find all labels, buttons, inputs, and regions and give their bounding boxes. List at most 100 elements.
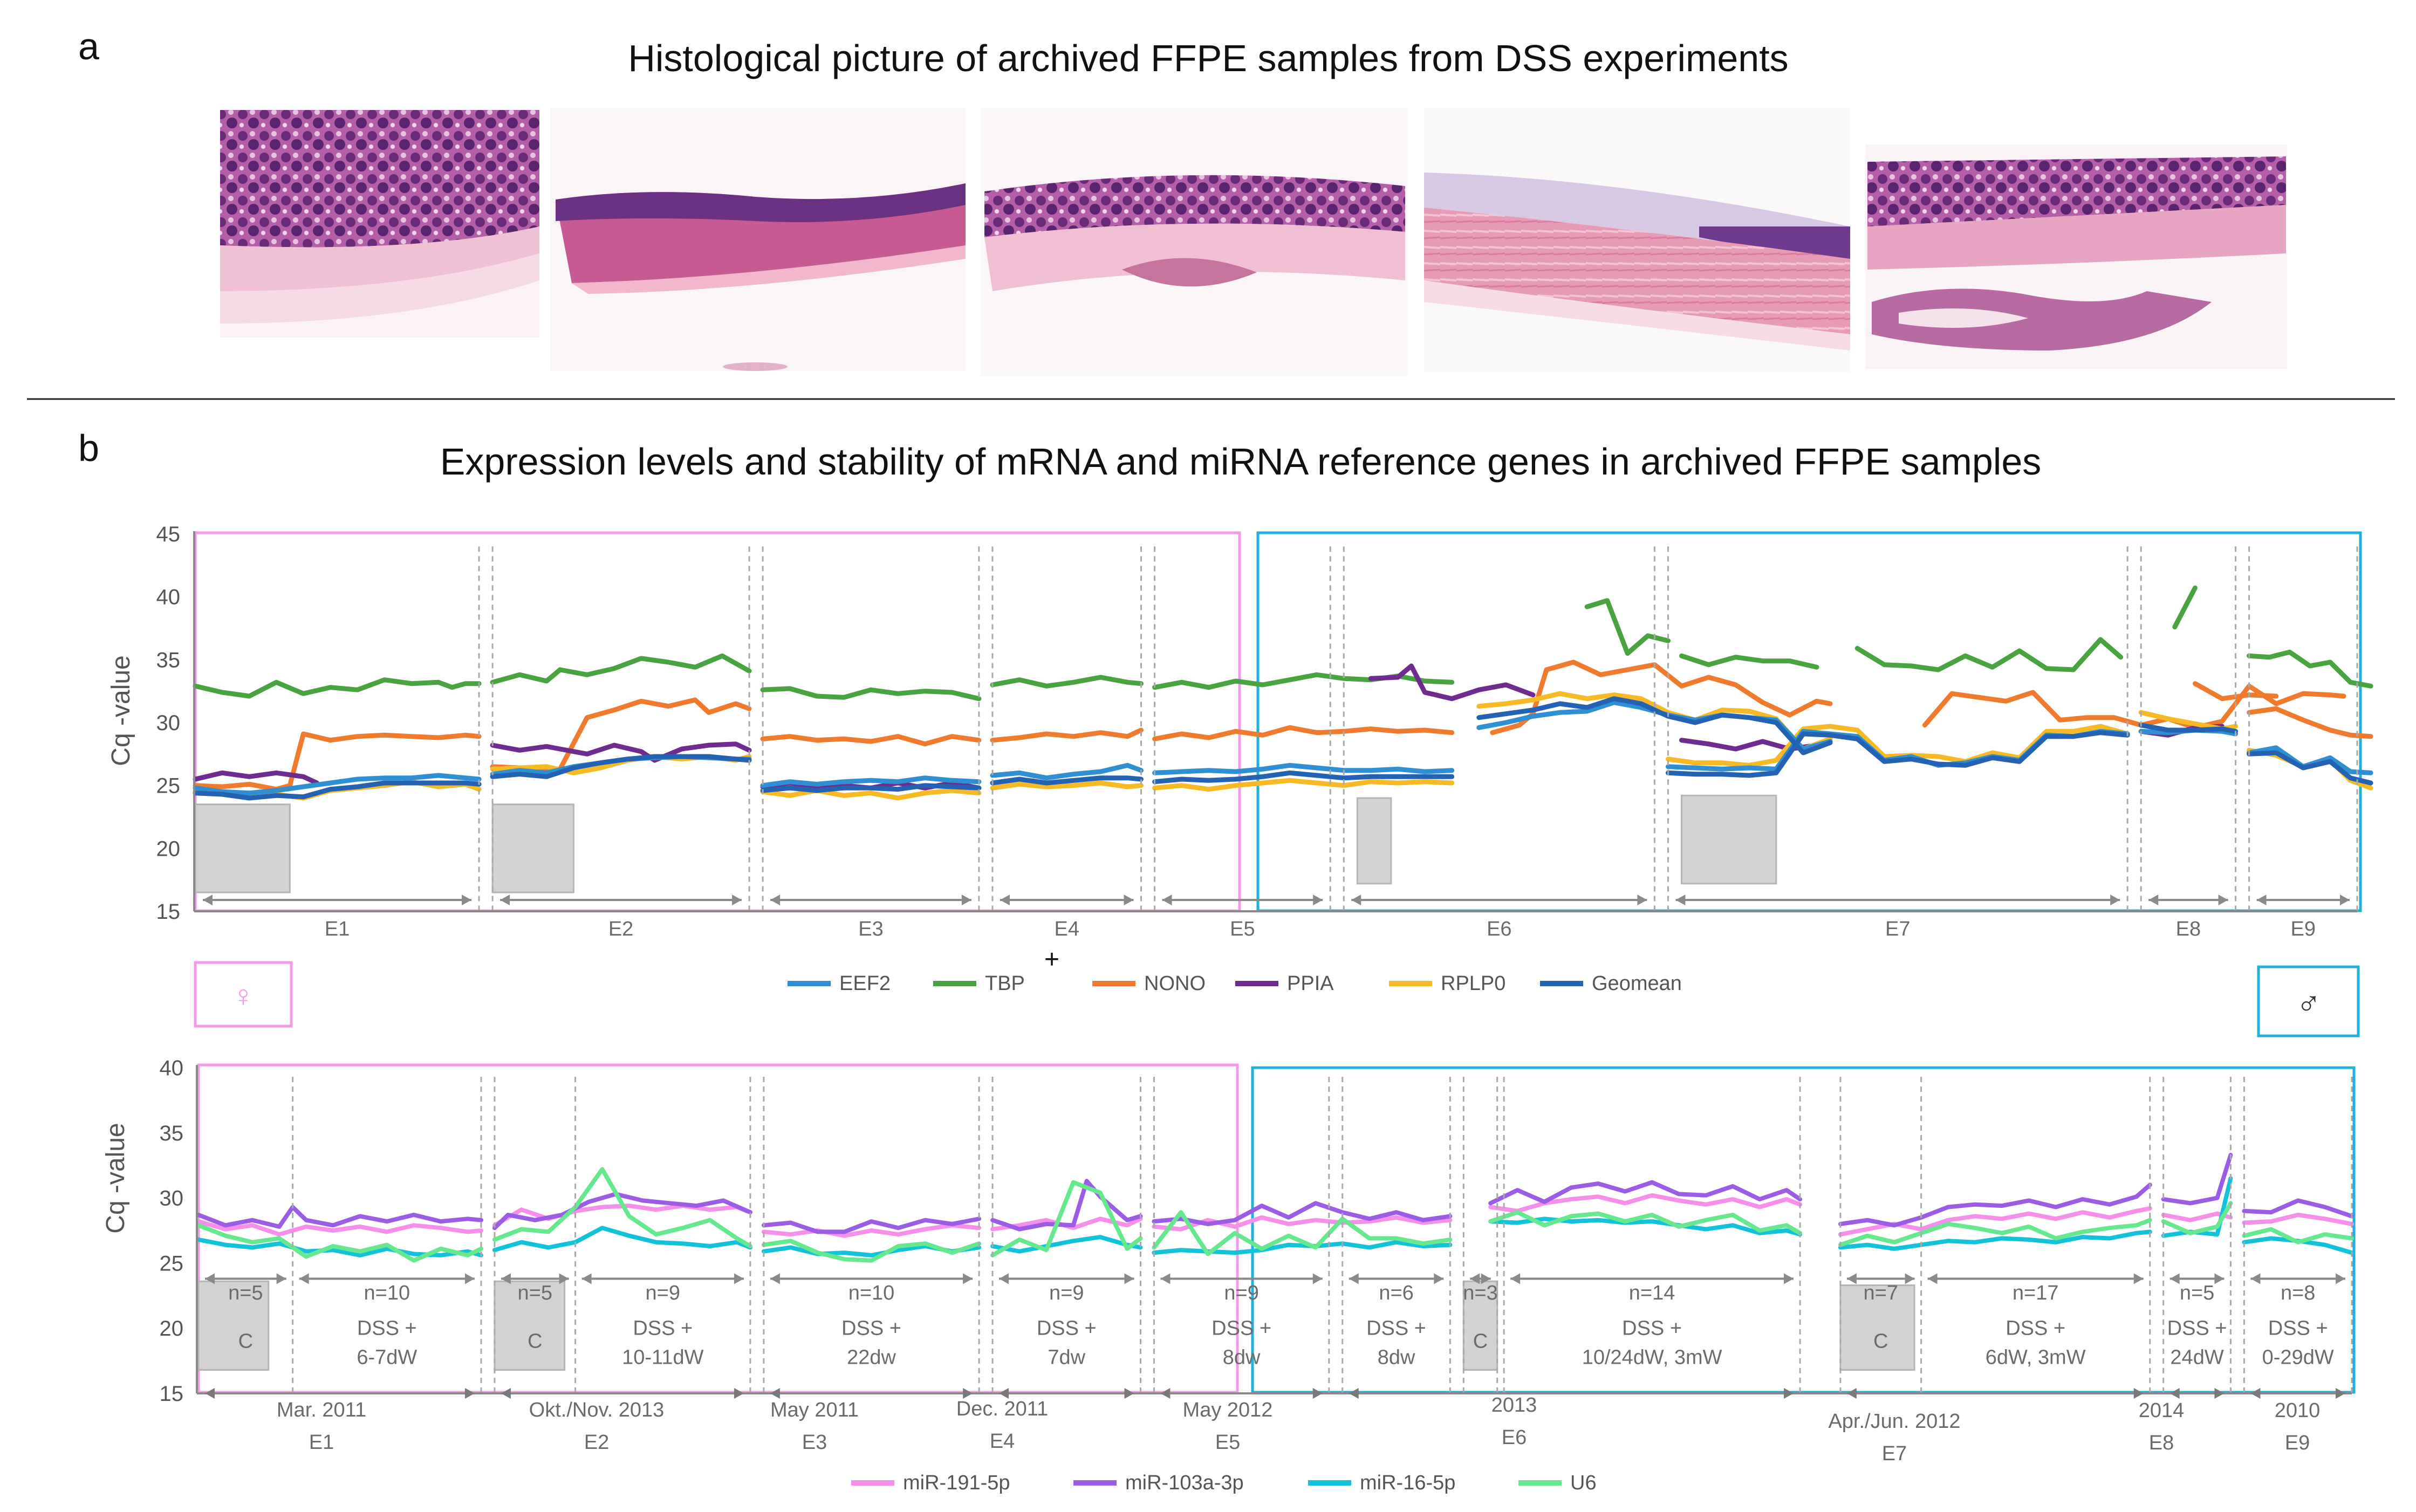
experiment-label: E8: [2149, 1432, 2174, 1454]
series-line-u6: [1152, 1210, 1453, 1256]
series-line-nono: [193, 731, 482, 792]
experiment-label: E2: [608, 918, 633, 940]
arrow-right-icon: [464, 1388, 475, 1399]
arrow-right-icon: [1312, 1388, 1323, 1399]
series-line-nono: [1152, 725, 1455, 741]
arrow-left-icon: [205, 1388, 215, 1399]
group-desc-label: DSS +: [2006, 1317, 2065, 1339]
experiment-label: E3: [802, 1431, 827, 1454]
arrow-left-icon: [501, 1273, 511, 1284]
series-line-mir-191-5p: [761, 1223, 982, 1238]
series-line-tbp: [1679, 653, 1819, 670]
series-line-u6: [2161, 1201, 2233, 1235]
series-line-nono: [2247, 706, 2373, 739]
arrow-left-icon: [999, 1388, 1009, 1399]
y-tick-label: 25: [160, 1252, 184, 1275]
arrow-right-icon: [2340, 895, 2350, 905]
series-line-mir-16-5p: [196, 1237, 483, 1257]
group-desc-label: DSS +: [633, 1317, 693, 1339]
series-line-mir-103a-3p: [2242, 1198, 2354, 1219]
arrow-right-icon: [1124, 1388, 1134, 1399]
arrow-left-icon: [1160, 1273, 1171, 1284]
series-line-rplp0: [1666, 724, 2130, 768]
arrow-right-icon: [1434, 1273, 1444, 1284]
experiment-date-label: Mar. 2011: [277, 1399, 366, 1421]
series-line-mir-103a-3p: [761, 1217, 982, 1234]
group-desc-label: 6-7dW: [357, 1346, 417, 1369]
arrow-left-icon: [999, 1273, 1009, 1284]
group-desc-label: 22dw: [847, 1346, 896, 1369]
legend-label: EEF2: [839, 972, 891, 995]
arrow-left-icon: [1675, 895, 1686, 905]
arrow-left-icon: [1162, 895, 1172, 905]
series-line-tbp: [490, 653, 752, 685]
arrow-right-icon: [1784, 1273, 1794, 1284]
series-line-eef2: [193, 773, 482, 796]
group-desc-label: DSS +: [2268, 1317, 2328, 1339]
mrna-chart: Cq -value 15 20 25 30 35 40 45 E1 E2 E3 E4 E5 E6 E7 E…: [107, 523, 2373, 940]
arrow-left-icon: [2256, 895, 2267, 905]
arrow-right-icon: [1313, 895, 1323, 905]
female-icon: ♀: [232, 979, 255, 1013]
experiment-label: E3: [858, 918, 883, 940]
arrow-right-icon: [1124, 1273, 1134, 1284]
group-n-label: n=5: [518, 1282, 552, 1304]
legend-label: RPLP0: [1441, 972, 1505, 995]
arrow-left-icon: [2250, 1273, 2261, 1284]
arrow-right-icon: [462, 895, 472, 905]
experiment-date-label: May 2012: [1183, 1399, 1273, 1421]
legend-label: PPIA: [1287, 972, 1334, 995]
series-line-ppia: [193, 770, 319, 786]
group-n-label: n=9: [1049, 1282, 1084, 1304]
arrow-left-icon: [581, 1273, 592, 1284]
series-line-mir-191-5p: [196, 1219, 483, 1237]
mirna-chart: Cq -value 15 20 25 30 35 40 n=5 Cn=10 DSS + 6-7d…: [101, 1056, 2356, 1465]
series-line-u6: [2242, 1227, 2354, 1245]
experiment-label: E4: [990, 1430, 1015, 1453]
series-line-u6: [761, 1239, 982, 1263]
series-line-geomean: [490, 754, 752, 779]
series-line-eef2: [760, 775, 982, 788]
experiment-label: E9: [2291, 918, 2316, 940]
group-desc-label: C: [238, 1330, 253, 1352]
arrow-right-icon: [2336, 1388, 2345, 1399]
series-line-nono: [990, 727, 1144, 743]
control-group-box: [1681, 794, 1777, 885]
y-tick-label: 20: [160, 1317, 184, 1341]
experiment-label: E7: [1885, 918, 1910, 940]
series-line-tbp: [1152, 672, 1455, 690]
mirna-y-axis-label: Cq -value: [101, 1123, 130, 1233]
series-line-rplp0: [990, 780, 1144, 791]
experiment-date-label: Dec. 2011: [956, 1398, 1048, 1420]
legend-label: TBP: [985, 972, 1025, 995]
arrow-left-icon: [2148, 895, 2159, 905]
group-desc-label: 8dw: [1223, 1346, 1261, 1369]
y-tick-label: 45: [156, 523, 181, 546]
series-line-mir-16-5p: [492, 1226, 752, 1253]
group-n-label: n=10: [848, 1282, 895, 1304]
y-tick-label: 25: [156, 774, 181, 798]
arrow-right-icon: [2218, 895, 2228, 905]
arrow-right-icon: [961, 895, 971, 905]
series-line-rplp0: [760, 788, 982, 801]
arrow-right-icon: [464, 1273, 475, 1284]
series-line-geomean: [2247, 750, 2373, 786]
arrow-left-icon: [1351, 895, 1361, 905]
series-line-mir-103a-3p: [990, 1179, 1143, 1232]
group-desc-label: DSS +: [841, 1317, 901, 1339]
arrow-right-icon: [1905, 1273, 1915, 1284]
plus-mark: +: [1044, 945, 1059, 974]
arrow-left-icon: [770, 895, 781, 905]
series-line-rplp0: [2247, 747, 2373, 791]
female-symbol-box: ♀: [194, 961, 293, 1028]
panel-b-title: Expression levels and stability of mRNA …: [440, 441, 2042, 483]
series-line-geomean: [760, 783, 982, 793]
group-n-label: n=3: [1463, 1282, 1497, 1304]
series-line-geomean: [1152, 770, 1455, 785]
series-line-mir-191-5p: [2242, 1213, 2354, 1226]
group-desc-label: DSS +: [2167, 1317, 2227, 1339]
control-group-box: [1839, 1284, 1915, 1371]
series-line-u6: [196, 1223, 483, 1263]
series-line-nono: [760, 734, 982, 747]
